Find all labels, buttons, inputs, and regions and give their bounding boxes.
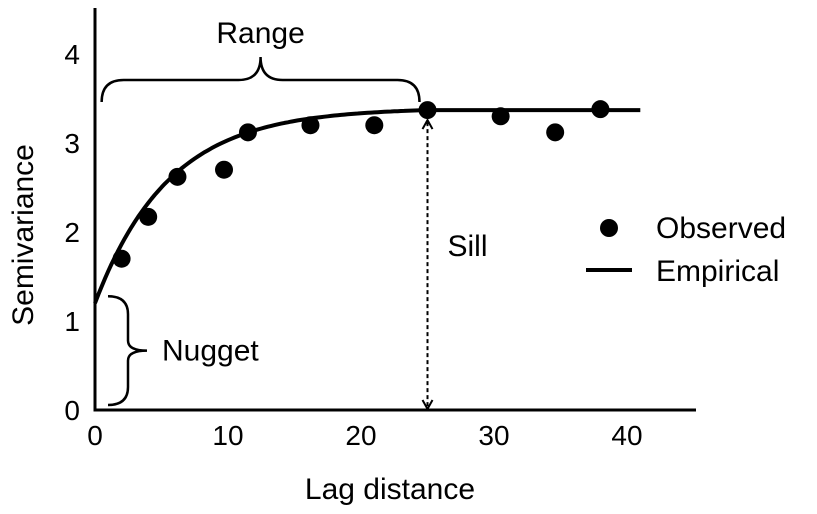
range-brace xyxy=(100,56,421,103)
y-tick-label: 2 xyxy=(64,217,80,248)
observed-point xyxy=(301,116,320,135)
observed-point xyxy=(139,207,158,226)
x-tick-label: 40 xyxy=(611,420,642,451)
observed-point xyxy=(365,116,384,135)
y-tick-label: 0 xyxy=(64,395,80,426)
observed-points xyxy=(112,100,610,268)
observed-point xyxy=(215,160,234,179)
empirical-curve xyxy=(93,108,641,304)
observed-point xyxy=(418,101,437,120)
y-tick-label: 4 xyxy=(64,39,80,70)
sill-arrowhead-top xyxy=(421,118,434,130)
observed-point xyxy=(546,123,565,142)
x-axis-title: Lag distance xyxy=(305,473,475,506)
x-tick-label: 0 xyxy=(87,420,103,451)
x-tick-label: 10 xyxy=(212,420,243,451)
sill-arrowhead-bottom xyxy=(421,399,434,412)
range-label: Range xyxy=(216,17,304,50)
observed-point xyxy=(491,107,510,126)
observed-point xyxy=(238,123,257,142)
legend-empirical-label: Empirical xyxy=(656,255,779,288)
observed-point xyxy=(591,100,610,119)
sill-label: Sill xyxy=(448,230,488,263)
legend: Observed Empirical xyxy=(586,212,786,288)
y-axis-title: Semivariance xyxy=(7,144,40,326)
nugget-label: Nugget xyxy=(162,335,259,368)
observed-point xyxy=(112,249,131,268)
x-tick-labels: 0 10 20 30 40 xyxy=(87,420,642,451)
y-tick-label: 3 xyxy=(64,128,80,159)
legend-observed-marker xyxy=(600,219,618,237)
legend-observed-label: Observed xyxy=(656,212,786,245)
y-tick-labels: 0 1 2 3 4 xyxy=(64,39,80,426)
observed-point xyxy=(168,167,187,186)
x-tick-label: 20 xyxy=(345,420,376,451)
x-tick-label: 30 xyxy=(478,420,509,451)
y-tick-label: 1 xyxy=(64,306,80,337)
nugget-brace xyxy=(107,294,148,407)
